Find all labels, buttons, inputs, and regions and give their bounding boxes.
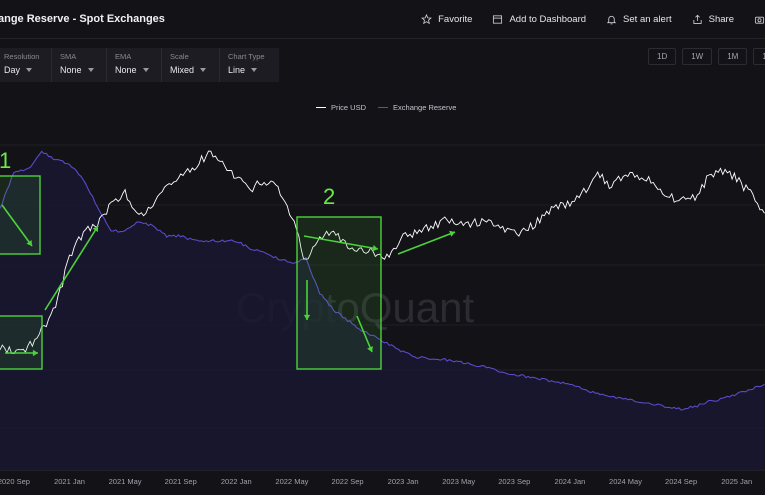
reserve-swatch — [378, 106, 389, 109]
chevron-down-icon — [200, 68, 207, 72]
price-swatch — [316, 106, 326, 109]
x-axis: 2020 Sep 2021 Jan 2021 May 2021 Sep 2022 Jan… — [0, 477, 752, 486]
favorite-button[interactable]: Favorite — [411, 0, 482, 38]
legend-label-reserve: Exchange Reserve — [393, 103, 457, 112]
range-1d-button[interactable]: 1D — [648, 48, 677, 65]
reserve-area-fill — [0, 151, 765, 471]
annotation-arrow — [397, 231, 456, 255]
share-icon — [693, 14, 702, 24]
annotation-arrow — [1, 204, 33, 247]
chart-type-select[interactable]: Chart Type Line — [220, 48, 279, 82]
highlight-box-1-bottom — [0, 315, 43, 370]
annotation-label-1: 1 — [0, 148, 11, 173]
range-1m-button[interactable]: 1M — [718, 48, 748, 65]
scale-value: Mixed — [170, 65, 195, 75]
page-title: ange Reserve - Spot Exchanges — [0, 13, 165, 25]
annotations: 12 — [0, 148, 456, 370]
ema-value: None — [115, 65, 137, 75]
share-button[interactable]: Share — [682, 0, 744, 38]
resolution-value: Day — [4, 65, 21, 75]
x-tick-label: 2024 Jan — [554, 477, 585, 486]
x-tick-label: 2021 Jan — [54, 477, 85, 486]
chart-toolbar: Resolution Day SMA None EMA None Scale M… — [0, 48, 279, 82]
annotation-arrow-head — [372, 245, 378, 252]
chevron-down-icon — [26, 68, 33, 72]
header-bar: ange Reserve - Spot Exchanges Favorite A… — [0, 0, 765, 39]
annotation-label-2: 2 — [323, 184, 335, 209]
scale-label: Scale — [170, 52, 189, 61]
screenshot-button[interactable] — [744, 0, 765, 38]
star-icon — [421, 13, 433, 24]
x-tick-label: 2021 Sep — [165, 477, 197, 486]
chart-type-value: Line — [228, 65, 246, 75]
resolution-label: Resolution — [4, 52, 40, 61]
x-tick-label: 2023 Sep — [498, 477, 530, 486]
x-tick-label: 2022 Sep — [331, 477, 363, 486]
series-line-price — [0, 150, 765, 355]
chart-type-label: Chart Type — [228, 52, 265, 61]
annotation-arrow-head — [26, 240, 32, 246]
annotation-arrow — [44, 225, 99, 311]
favorite-label: Favorite — [438, 13, 473, 25]
x-tick-label: 2024 Sep — [665, 477, 697, 486]
annotation-arrow — [303, 235, 379, 250]
header-actions: Favorite Add to Dashboard Set an alert S… — [411, 0, 765, 38]
series-line-exchange-reserve — [0, 150, 765, 411]
legend-item-reserve[interactable]: Exchange Reserve — [378, 103, 456, 112]
x-tick-label: 2021 May — [109, 477, 142, 486]
chevron-down-icon — [251, 68, 258, 72]
chevron-down-icon — [87, 68, 94, 72]
sma-label: SMA — [60, 52, 77, 61]
x-tick-label: 2024 May — [609, 477, 642, 486]
x-tick-label: 2025 Jan — [721, 477, 752, 486]
x-tick-label: 2020 Sep — [0, 477, 30, 486]
add-to-dashboard-label: Add to Dashboard — [509, 13, 587, 25]
chevron-down-icon — [142, 68, 149, 72]
range-selector: 1D 1W 1M 1Y — [648, 48, 765, 65]
annotation-arrow — [356, 315, 373, 353]
set-alert-button[interactable]: Set an alert — [596, 0, 682, 38]
bell-icon — [606, 15, 617, 24]
range-1w-button[interactable]: 1W — [682, 48, 713, 65]
chart-legend: Price USD Exchange Reserve — [316, 103, 456, 112]
x-tick-label: 2023 May — [442, 477, 475, 486]
x-tick-label: 2023 Jan — [388, 477, 419, 486]
camera-icon — [754, 16, 765, 24]
legend-label-price: Price USD — [331, 103, 367, 112]
add-to-dashboard-button[interactable]: Add to Dashboard — [482, 0, 596, 38]
dashboard-icon — [493, 14, 503, 24]
annotation-arrow-head — [449, 230, 455, 237]
range-1y-button[interactable]: 1Y — [753, 48, 765, 65]
sma-value: None — [60, 65, 82, 75]
annotation-arrow-head — [367, 346, 373, 352]
sma-select[interactable]: SMA None — [52, 48, 107, 82]
share-label: Share — [708, 13, 734, 25]
highlight-box-1-top — [0, 175, 41, 255]
annotation-arrow-head — [32, 349, 38, 357]
ema-label: EMA — [115, 52, 132, 61]
resolution-select[interactable]: Resolution Day — [0, 48, 52, 82]
legend-item-price[interactable]: Price USD — [316, 103, 366, 112]
set-alert-label: Set an alert — [623, 13, 672, 25]
x-tick-label: 2022 May — [275, 477, 308, 486]
scale-select[interactable]: Scale Mixed — [162, 48, 220, 82]
annotation-arrow-head — [92, 226, 98, 232]
highlight-box-2 — [296, 216, 382, 370]
x-tick-label: 2022 Jan — [221, 477, 252, 486]
ema-select[interactable]: EMA None — [107, 48, 162, 82]
annotation-arrow-head — [303, 314, 311, 320]
